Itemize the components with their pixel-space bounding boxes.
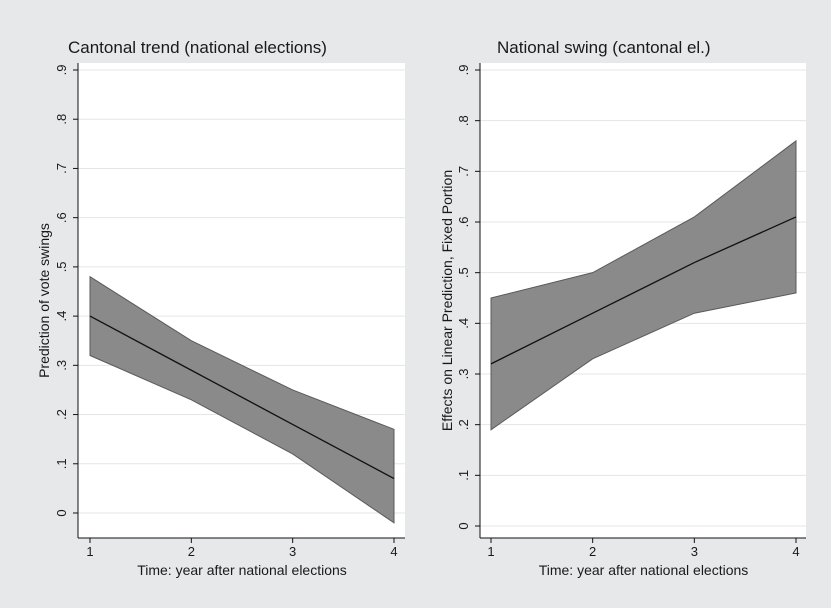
x-tick-label: 2 — [589, 544, 596, 559]
y-tick-label: .6 — [54, 212, 69, 223]
y-tick-label: .1 — [456, 470, 471, 481]
y-tick-label: .8 — [456, 115, 471, 126]
y-tick-label: .6 — [456, 217, 471, 228]
confidence-band — [89, 275, 395, 524]
x-tick-label: 4 — [792, 544, 799, 559]
y-tick-label: .5 — [54, 261, 69, 272]
x-tick-label: 3 — [691, 544, 698, 559]
y-tick-label: .7 — [54, 163, 69, 174]
panel-title: National swing (cantonal el.) — [497, 38, 711, 57]
y-tick-label: .7 — [456, 166, 471, 177]
y-tick-label: .2 — [456, 419, 471, 430]
y-tick-label: .9 — [54, 65, 69, 76]
left-panel: 0 .1 .2 .3 .4 .5 .6 .7 .8 .9 1 2 3 4 Time: year after … — [36, 38, 405, 578]
y-tick-label: 0 — [456, 522, 471, 529]
prediction-line — [490, 216, 797, 365]
y-tick-label: .3 — [54, 360, 69, 371]
y-tick-label: .8 — [54, 114, 69, 125]
x-tick-label: 1 — [487, 544, 494, 559]
y-tick-label: .1 — [54, 458, 69, 469]
y-axis-title: Effects on Linear Prediction, Fixed Port… — [439, 170, 455, 431]
x-tick-label: 2 — [188, 544, 195, 559]
y-tick-label: .4 — [54, 311, 69, 322]
y-tick-label: .4 — [456, 318, 471, 329]
confidence-band — [490, 139, 797, 431]
y-tick-label: 0 — [54, 509, 69, 516]
x-axis-title: Time: year after national elections — [539, 562, 749, 578]
y-tick-label: .5 — [456, 267, 471, 278]
x-tick-label: 3 — [289, 544, 296, 559]
prediction-line — [89, 315, 395, 480]
x-axis-title: Time: year after national elections — [137, 562, 347, 578]
y-tick-label: .9 — [456, 65, 471, 76]
right-panel: 0 .1 .2 .3 .4 .5 .6 .7 .8 .9 1 2 3 4 Time: year after … — [439, 38, 806, 578]
y-tick-label: .2 — [54, 409, 69, 420]
y-axis-title: Prediction of vote swings — [36, 223, 52, 378]
y-tick-label: .3 — [456, 369, 471, 380]
panel-title: Cantonal trend (national elections) — [68, 38, 327, 57]
x-tick-label: 1 — [86, 544, 93, 559]
x-tick-label: 4 — [390, 544, 397, 559]
